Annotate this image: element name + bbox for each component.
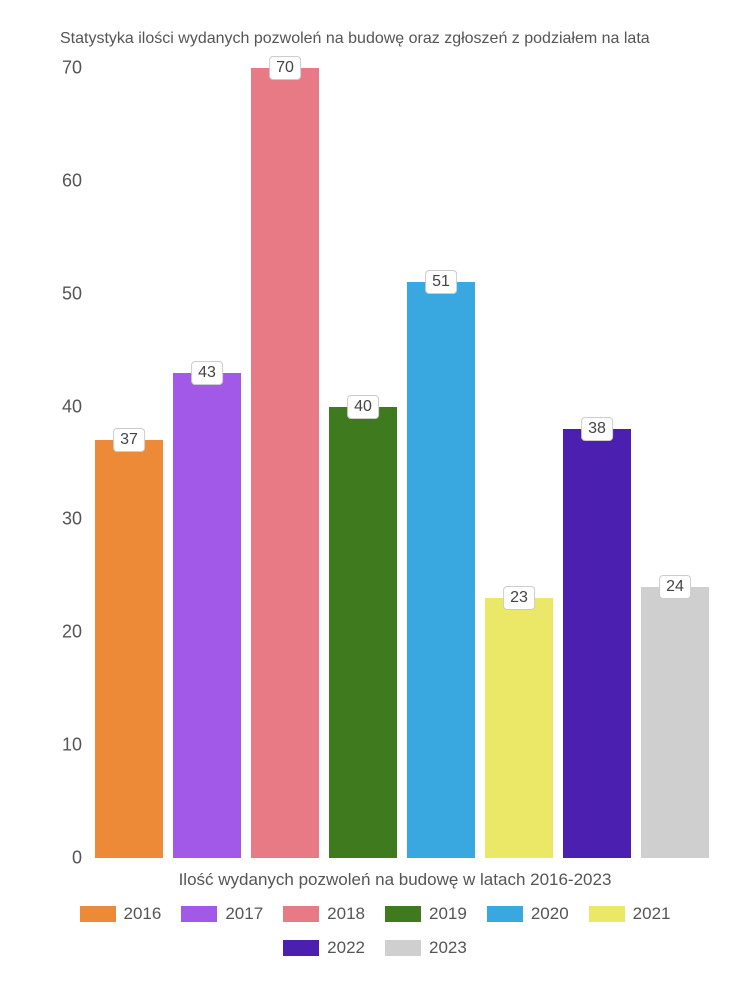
value-label: 43: [191, 361, 223, 385]
legend-swatch: [385, 940, 421, 956]
value-label: 23: [503, 586, 535, 610]
legend-label: 2019: [429, 904, 467, 924]
legend-label: 2021: [633, 904, 671, 924]
legend-swatch: [181, 906, 217, 922]
legend-item: 2022: [283, 938, 365, 958]
legend-swatch: [283, 940, 319, 956]
y-tick-label: 70: [62, 58, 82, 79]
legend-item: 2021: [589, 904, 671, 924]
bar: [329, 407, 397, 858]
chart-title: Statystyka ilości wydanych pozwoleń na b…: [60, 30, 730, 48]
bar: [95, 440, 163, 858]
legend-item: 2018: [283, 904, 365, 924]
legend-swatch: [283, 906, 319, 922]
plot-area: 3743704051233824: [95, 68, 730, 858]
legend-label: 2017: [225, 904, 263, 924]
legend-label: 2018: [327, 904, 365, 924]
legend-label: 2020: [531, 904, 569, 924]
legend-label: 2022: [327, 938, 365, 958]
bar: [173, 373, 241, 858]
legend-item: 2019: [385, 904, 467, 924]
x-axis-title: Ilość wydanych pozwoleń na budowę w lata…: [60, 870, 730, 890]
legend-item: 2017: [181, 904, 263, 924]
legend-item: 2016: [80, 904, 162, 924]
value-label: 70: [269, 56, 301, 80]
value-label: 37: [113, 428, 145, 452]
y-tick-label: 30: [62, 509, 82, 530]
value-label: 24: [659, 575, 691, 599]
value-label: 40: [347, 395, 379, 419]
y-tick-label: 20: [62, 622, 82, 643]
value-label: 51: [425, 270, 457, 294]
y-tick-label: 40: [62, 396, 82, 417]
chart-container: Statystyka ilości wydanych pozwoleń na b…: [0, 0, 750, 1000]
legend-label: 2023: [429, 938, 467, 958]
legend-swatch: [487, 906, 523, 922]
y-tick-label: 0: [72, 848, 82, 869]
bar: [251, 68, 319, 858]
legend-swatch: [80, 906, 116, 922]
legend-swatch: [385, 906, 421, 922]
legend-swatch: [589, 906, 625, 922]
legend-label: 2016: [124, 904, 162, 924]
bar: [641, 587, 709, 858]
bar: [563, 429, 631, 858]
bar: [485, 598, 553, 858]
legend: 2016 2017 2018 2019 2020 2021 2022 2023: [40, 904, 710, 958]
y-tick-label: 50: [62, 283, 82, 304]
y-axis: 010203040506070: [50, 68, 90, 858]
y-tick-label: 10: [62, 735, 82, 756]
legend-item: 2020: [487, 904, 569, 924]
chart-area: 010203040506070 3743704051233824: [50, 68, 730, 858]
y-tick-label: 60: [62, 170, 82, 191]
value-label: 38: [581, 417, 613, 441]
legend-item: 2023: [385, 938, 467, 958]
bar: [407, 282, 475, 858]
